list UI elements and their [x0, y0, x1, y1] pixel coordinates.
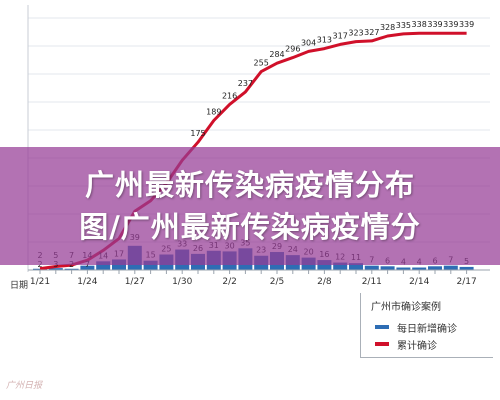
label-cumulative-1/31: 175 [190, 129, 205, 138]
bar-daily-1/22 [48, 268, 63, 270]
x-tick-label-2/11: 2/11 [362, 277, 382, 287]
label-cumulative-2/16: 339 [443, 20, 458, 29]
label-cumulative-2/17: 339 [459, 20, 474, 29]
axis-layer: 1/21 1/24 1/27 1/30 2/2 2/5 2/8 2/11 2/14 2/17 日期 [10, 269, 490, 291]
label-cumulative-2/1: 189 [206, 108, 221, 117]
legend-swatch-cumulative [375, 342, 389, 346]
x-axis-title: 日期 [10, 280, 28, 291]
bar-daily-2/13 [396, 267, 411, 270]
legend-label-cumulative: 累计确诊 [397, 340, 437, 352]
label-cumulative-2/3: 237 [238, 79, 253, 88]
legend-item-cumulative: 累计确诊 [375, 337, 437, 352]
legend-swatch-daily [375, 325, 389, 329]
bar-daily-2/11 [364, 265, 379, 270]
bar-daily-2/9 [333, 262, 348, 270]
label-cumulative-2/7: 304 [301, 38, 316, 47]
banner-title-line-2: 图/广州最新传染病疫情分 [79, 210, 421, 244]
x-tick-label-2/14: 2/14 [409, 277, 429, 287]
label-cumulative-2/2: 216 [222, 91, 237, 100]
label-cumulative-2/12: 328 [380, 23, 395, 32]
x-tick-label-1/30: 1/30 [172, 277, 192, 287]
label-cumulative-2/15: 339 [427, 20, 442, 29]
legend-title: 广州市确诊案例 [371, 302, 441, 313]
label-cumulative-2/6: 296 [285, 45, 300, 54]
bar-daily-2/10 [349, 263, 363, 270]
bar-daily-2/14 [412, 267, 427, 270]
bar-daily-2/16 [443, 265, 458, 270]
bar-daily-1/21 [33, 268, 47, 270]
bar-daily-1/23 [64, 268, 79, 270]
x-tick-label-2/5: 2/5 [270, 277, 284, 287]
label-cumulative-2/10: 323 [348, 29, 363, 38]
bar-daily-2/15 [428, 266, 442, 270]
legend: 广州市确诊案例 每日新增确诊 累计确诊 [360, 293, 493, 358]
bar-daily-2/12 [380, 266, 395, 270]
banner-title-line-1: 广州最新传染病疫情分布 [84, 168, 415, 202]
x-tick-label-1/27: 1/27 [125, 277, 145, 287]
bar-daily-2/17 [459, 266, 474, 270]
bar-daily-1/24 [80, 265, 95, 270]
legend-item-daily: 每日新增确诊 [375, 320, 457, 335]
x-tick-label-2/8: 2/8 [317, 277, 332, 287]
legend-label-daily: 每日新增确诊 [397, 323, 457, 335]
title-banner: 广州最新传染病疫情分布 图/广州最新传染病疫情分 [0, 147, 500, 265]
label-cumulative-2/9: 317 [333, 31, 348, 40]
x-tick-label-1/21: 1/21 [30, 277, 50, 287]
label-cumulative-2/5: 284 [269, 50, 284, 59]
bar-daily-1/25 [96, 261, 111, 270]
label-cumulative-2/4: 255 [254, 59, 269, 68]
label-cumulative-2/14: 338 [412, 20, 427, 29]
label-cumulative-2/11: 327 [364, 28, 379, 37]
label-cumulative-2/13: 335 [396, 21, 411, 30]
label-cumulative-2/8: 313 [317, 36, 332, 45]
bar-daily-2/8 [317, 260, 332, 270]
x-tick-label-2/17: 2/17 [456, 277, 476, 287]
x-tick-label-2/2: 2/2 [222, 277, 236, 287]
x-tick-label-1/24: 1/24 [77, 277, 97, 287]
bar-daily-1/28 [143, 260, 158, 270]
watermark-logo: 广州日报 [6, 381, 43, 391]
